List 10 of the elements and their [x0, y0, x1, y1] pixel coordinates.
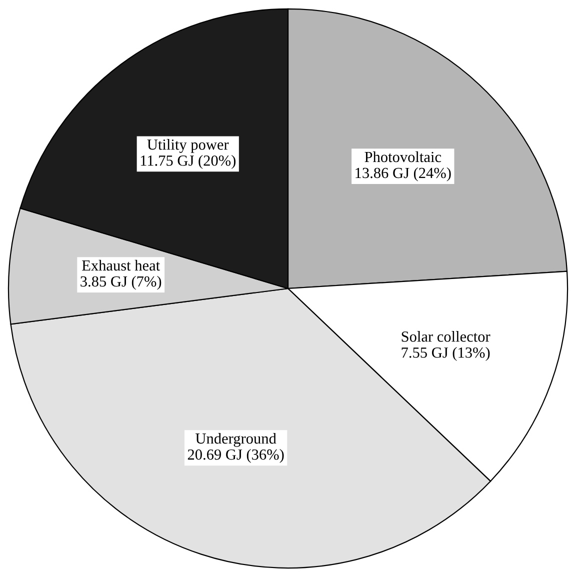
slice-label: Photovoltaic [364, 151, 442, 162]
data-label: 11.75 GJ (20%) [140, 155, 236, 169]
slice-label: Underground [196, 432, 276, 447]
data-label: 13.86 GJ (24%) [356, 167, 451, 182]
slice-label: Exhaust heat [82, 260, 160, 271]
data-label: 20.69 GJ (36%) [188, 448, 284, 463]
data-label: 7.55 GJ (13%) [402, 347, 490, 361]
slice-label: Utility power [147, 139, 229, 153]
data-label: 3.85 GJ (7%) [80, 276, 162, 290]
slice-label: Solar collector [402, 331, 490, 342]
